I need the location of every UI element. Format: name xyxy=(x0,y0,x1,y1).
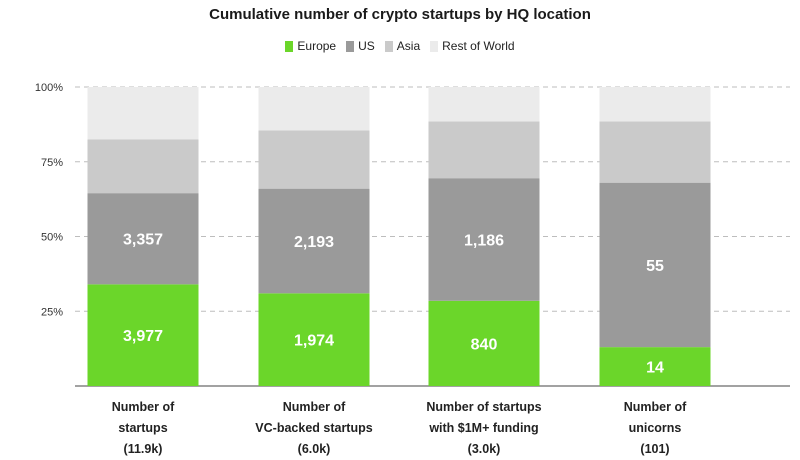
data-label-us: 1,186 xyxy=(464,232,504,249)
bar-segment-us xyxy=(599,182,711,348)
x-category-label-line: Number of xyxy=(623,400,687,414)
legend-swatch-europe xyxy=(285,40,294,52)
bar-segment-europe xyxy=(599,347,711,386)
x-category-label-line: (11.9k) xyxy=(123,442,163,456)
bar-segment-asia xyxy=(599,121,711,183)
x-category-label: Number of unicorns (101) xyxy=(565,397,745,460)
legend-item-asia: Asia xyxy=(384,39,421,53)
legend-swatch-rest-of-world xyxy=(430,40,439,52)
legend: Europe US Asia Rest of World xyxy=(0,39,800,53)
x-category-label: Number of startups (11.9k) xyxy=(53,397,233,460)
bar-segment-europe xyxy=(87,284,199,386)
data-label-europe: 840 xyxy=(471,336,498,353)
legend-label-europe: Europe xyxy=(297,39,337,53)
bar-segment-us xyxy=(258,188,370,294)
x-category-label-line: Number of xyxy=(282,400,346,414)
x-category-label-line: Number of xyxy=(111,400,175,414)
legend-item-us: US xyxy=(346,39,375,53)
x-category-label-line: with $1M+ funding xyxy=(429,421,539,435)
chart-title: Cumulative number of crypto startups by … xyxy=(209,6,591,23)
legend-label-asia: Asia xyxy=(396,39,421,53)
bar-segment-rest-of-world xyxy=(258,87,370,131)
legend-item-europe: Europe xyxy=(285,39,336,53)
data-label-us: 2,193 xyxy=(294,234,334,251)
y-tick-label: 75% xyxy=(41,157,63,169)
bar-segment-rest-of-world xyxy=(87,87,199,140)
data-label-europe: 3,977 xyxy=(123,328,163,345)
x-category-label-line: (3.0k) xyxy=(467,442,501,456)
x-category-label-line: VC-backed startups xyxy=(255,421,373,435)
bar-segment-rest-of-world xyxy=(428,87,540,122)
y-tick-label: 25% xyxy=(41,306,63,318)
y-tick-label: 100% xyxy=(35,82,63,94)
x-category-label-line: Number of startups xyxy=(426,400,542,414)
bar-segment-europe xyxy=(428,300,540,386)
x-category-label: Number of startups with $1M+ funding (3.0k… xyxy=(394,397,574,460)
y-tick-label: 50% xyxy=(41,232,63,244)
data-label-europe: 14 xyxy=(646,360,664,377)
bar-segment-rest-of-world xyxy=(599,87,711,122)
x-category-label-line: (6.0k) xyxy=(297,442,331,456)
stacked-bar-chart: 25% 50% 75% 100% 3,977 3,357 1,974 2,193 840 1,18… xyxy=(35,82,790,387)
bar-segment-us xyxy=(428,178,540,301)
legend-label-rest-of-world: Rest of World xyxy=(442,39,515,53)
bar-segment-europe xyxy=(258,293,370,386)
legend-swatch-us xyxy=(346,40,355,52)
bar-segment-asia xyxy=(428,121,540,179)
x-category-label: Number of VC-backed startups (6.0k) xyxy=(224,397,404,460)
x-category-label-line: startups xyxy=(118,421,168,435)
x-category-label-line: unicorns xyxy=(628,421,682,435)
bar-segment-us xyxy=(87,193,199,285)
x-category-label-line: (101) xyxy=(640,442,670,456)
data-label-us: 3,357 xyxy=(123,232,163,249)
data-label-us: 55 xyxy=(646,258,664,275)
legend-swatch-asia xyxy=(384,40,393,52)
legend-item-rest-of-world: Rest of World xyxy=(430,39,515,53)
bar-segment-asia xyxy=(87,139,199,194)
data-label-europe: 1,974 xyxy=(294,333,334,350)
legend-label-us: US xyxy=(358,39,375,53)
bar-segment-asia xyxy=(258,130,370,189)
